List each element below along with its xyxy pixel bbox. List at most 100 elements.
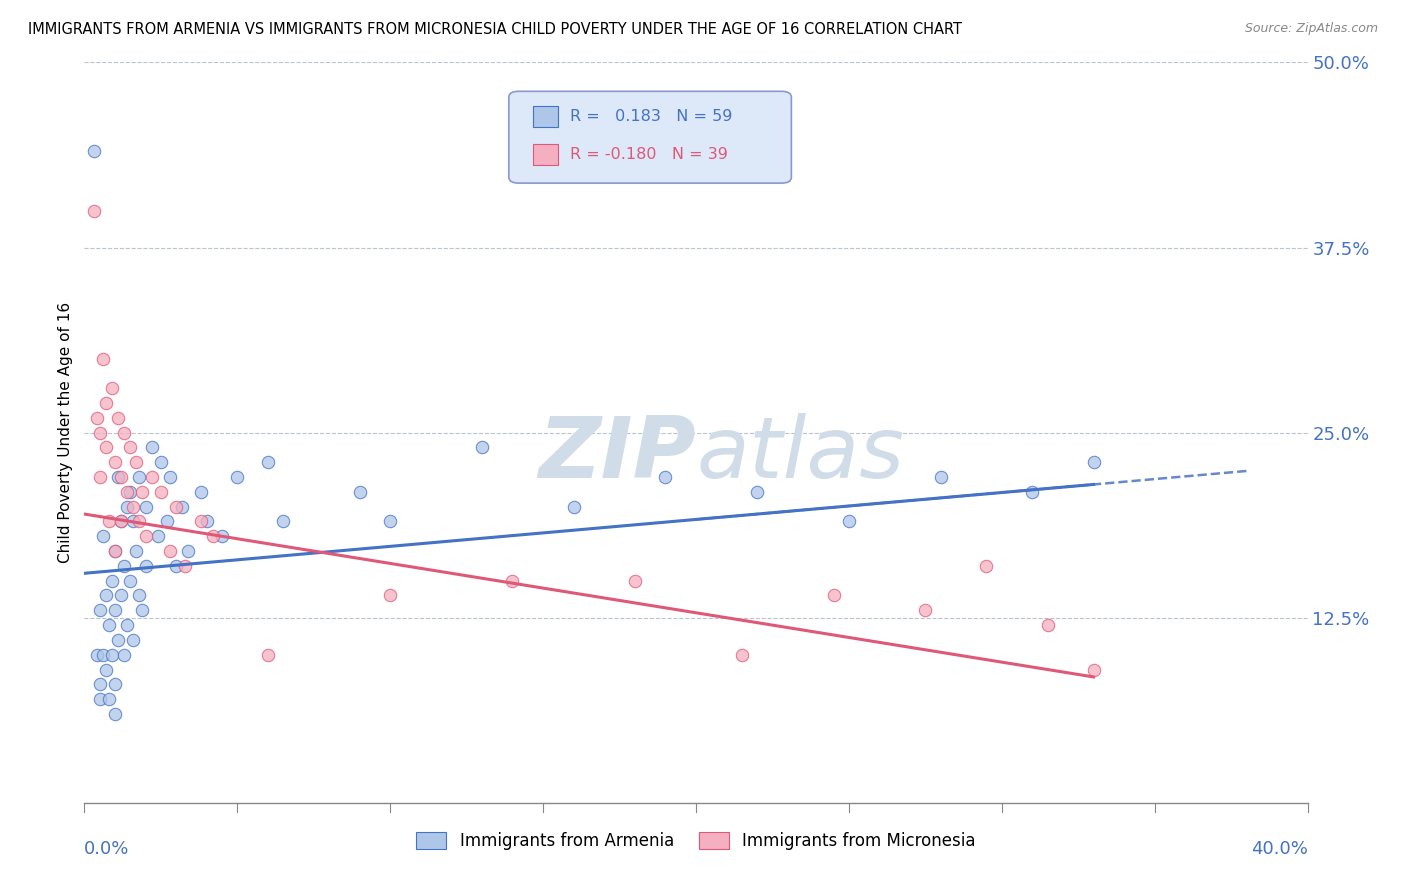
FancyBboxPatch shape: [509, 91, 792, 183]
Point: [104, 455, 127, 469]
Point: [929, 470, 952, 484]
Point: [104, 544, 127, 558]
Point: [141, 441, 163, 455]
Point: [120, 484, 142, 499]
Point: [135, 500, 157, 514]
Point: [110, 515, 132, 529]
Point: [914, 603, 936, 617]
Point: [94, 396, 117, 410]
Point: [654, 470, 676, 484]
Point: [562, 500, 585, 514]
Point: [89, 470, 111, 484]
Point: [195, 515, 218, 529]
Point: [349, 484, 371, 499]
Point: [190, 515, 212, 529]
Point: [838, 515, 860, 529]
Point: [122, 515, 145, 529]
Point: [89, 425, 111, 440]
Point: [156, 515, 179, 529]
Point: [177, 544, 200, 558]
Point: [380, 589, 402, 603]
Point: [190, 484, 212, 499]
Point: [89, 603, 111, 617]
Text: R =   0.183   N = 59: R = 0.183 N = 59: [569, 109, 733, 124]
Point: [101, 574, 124, 588]
Point: [257, 648, 280, 662]
Point: [823, 589, 845, 603]
Point: [115, 618, 138, 632]
Point: [104, 603, 127, 617]
Point: [1021, 484, 1043, 499]
Point: [159, 544, 181, 558]
Point: [112, 558, 135, 573]
Point: [1083, 455, 1105, 469]
Point: [135, 529, 157, 543]
Point: [104, 677, 127, 691]
Point: [226, 470, 249, 484]
Point: [271, 515, 294, 529]
Point: [107, 632, 129, 647]
Point: [83, 203, 105, 218]
Point: [122, 632, 145, 647]
Point: [115, 484, 138, 499]
Point: [89, 692, 111, 706]
Point: [94, 441, 117, 455]
Point: [86, 410, 108, 425]
Point: [1036, 618, 1059, 632]
Point: [110, 515, 132, 529]
Point: [257, 455, 280, 469]
Text: Source: ZipAtlas.com: Source: ZipAtlas.com: [1244, 22, 1378, 36]
Text: 0.0%: 0.0%: [84, 840, 129, 858]
Point: [471, 441, 494, 455]
Point: [104, 706, 127, 721]
Point: [131, 484, 153, 499]
Point: [128, 515, 150, 529]
Point: [101, 648, 124, 662]
Point: [104, 544, 127, 558]
Point: [122, 500, 145, 514]
Point: [110, 470, 132, 484]
Text: atlas: atlas: [696, 413, 904, 496]
Y-axis label: Child Poverty Under the Age of 16: Child Poverty Under the Age of 16: [58, 302, 73, 563]
Point: [128, 589, 150, 603]
Point: [731, 648, 754, 662]
Point: [120, 441, 142, 455]
Point: [110, 589, 132, 603]
Point: [128, 470, 150, 484]
Point: [165, 558, 187, 573]
Point: [115, 500, 138, 514]
Point: [135, 558, 157, 573]
Point: [112, 425, 135, 440]
Point: [502, 574, 524, 588]
Point: [146, 529, 169, 543]
Text: IMMIGRANTS FROM ARMENIA VS IMMIGRANTS FROM MICRONESIA CHILD POVERTY UNDER THE AG: IMMIGRANTS FROM ARMENIA VS IMMIGRANTS FR…: [28, 22, 962, 37]
Text: 40.0%: 40.0%: [1251, 840, 1308, 858]
Point: [86, 648, 108, 662]
Point: [380, 515, 402, 529]
Point: [1083, 663, 1105, 677]
Point: [159, 470, 181, 484]
Point: [172, 500, 194, 514]
Point: [112, 648, 135, 662]
Point: [97, 618, 120, 632]
Point: [624, 574, 647, 588]
Point: [141, 470, 163, 484]
Point: [101, 381, 124, 395]
Point: [89, 677, 111, 691]
Text: R = -0.180   N = 39: R = -0.180 N = 39: [569, 147, 728, 162]
Point: [107, 470, 129, 484]
Point: [91, 648, 114, 662]
Text: ZIP: ZIP: [538, 413, 696, 496]
Point: [107, 410, 129, 425]
Point: [94, 589, 117, 603]
Point: [131, 603, 153, 617]
Point: [976, 558, 998, 573]
Point: [97, 515, 120, 529]
Point: [125, 455, 148, 469]
Point: [174, 558, 197, 573]
Point: [201, 529, 224, 543]
Point: [94, 663, 117, 677]
Point: [211, 529, 233, 543]
Point: [91, 529, 114, 543]
Point: [149, 484, 172, 499]
